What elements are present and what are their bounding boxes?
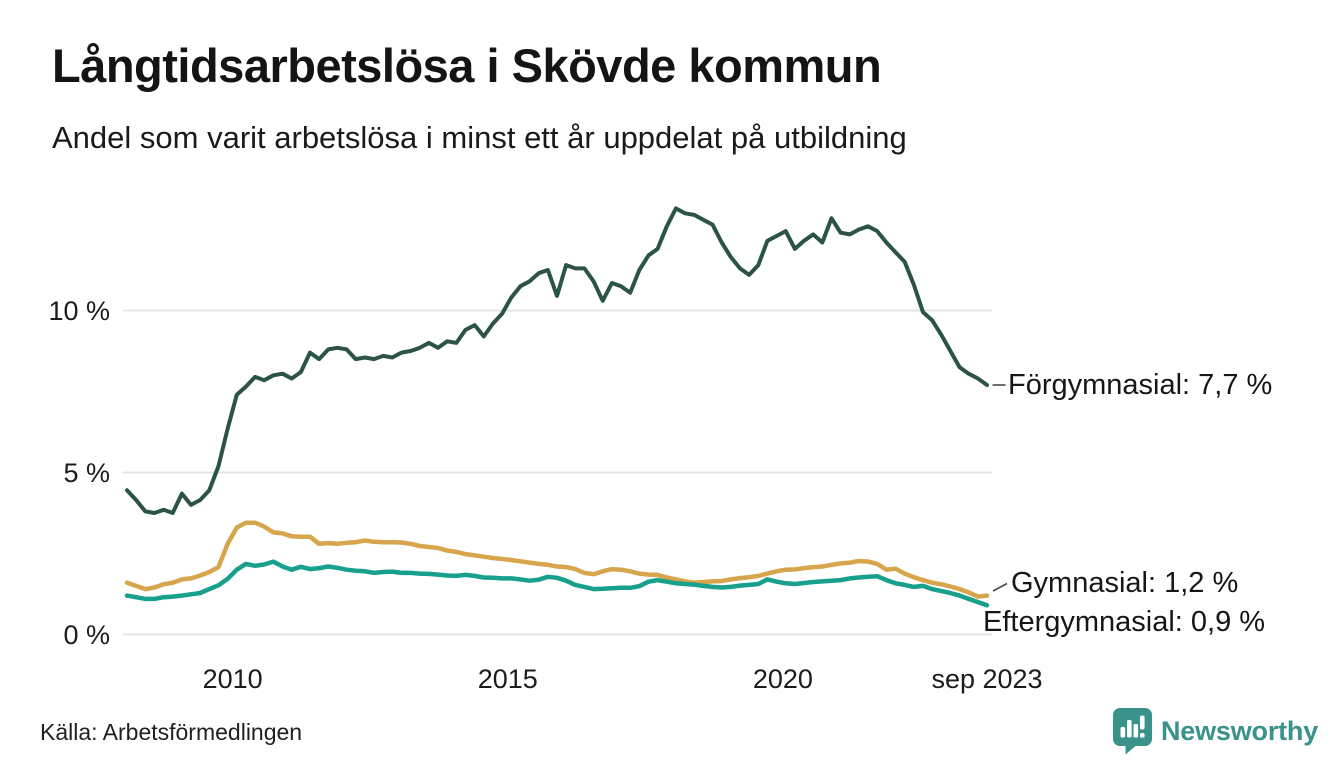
newsworthy-icon [1113, 708, 1152, 755]
x-axis-tick-2020: 2020 [752, 664, 813, 694]
source-note: Källa: Arbetsförmedlingen [40, 719, 303, 745]
series-end-label-gymnasial: Gymnasial: 1,2 % [1011, 567, 1239, 599]
newsworthy-logo: Newsworthy [1113, 708, 1318, 755]
y-axis-tick-5: 5 % [63, 457, 110, 488]
newsworthy-wordmark: Newsworthy [1161, 716, 1319, 746]
chart-subtitle: Andel som varit arbetslösa i minst ett å… [52, 120, 907, 155]
series-line-förgymnasial [125, 206, 989, 515]
chart-title: Långtidsarbetslösa i Skövde kommun [52, 39, 882, 92]
x-axis-tick-sep-2023: sep 2023 [931, 664, 1043, 694]
series-end-label-forgymnasial: Förgymnasial: 7,7 % [1008, 369, 1273, 401]
series-line-gymnasial [124, 520, 990, 599]
series-line-eftergymnasial [124, 559, 990, 608]
y-axis-tick-10: 10 % [48, 295, 110, 326]
x-axis-tick-2015: 2015 [477, 664, 538, 694]
y-axis-tick-0: 0 % [63, 619, 110, 650]
annotation-connector-gymnasial [992, 582, 1008, 592]
series-end-label-eftergymnasial: Eftergymnasial: 0,9 % [983, 606, 1266, 638]
x-axis-tick-2010: 2010 [202, 664, 263, 694]
